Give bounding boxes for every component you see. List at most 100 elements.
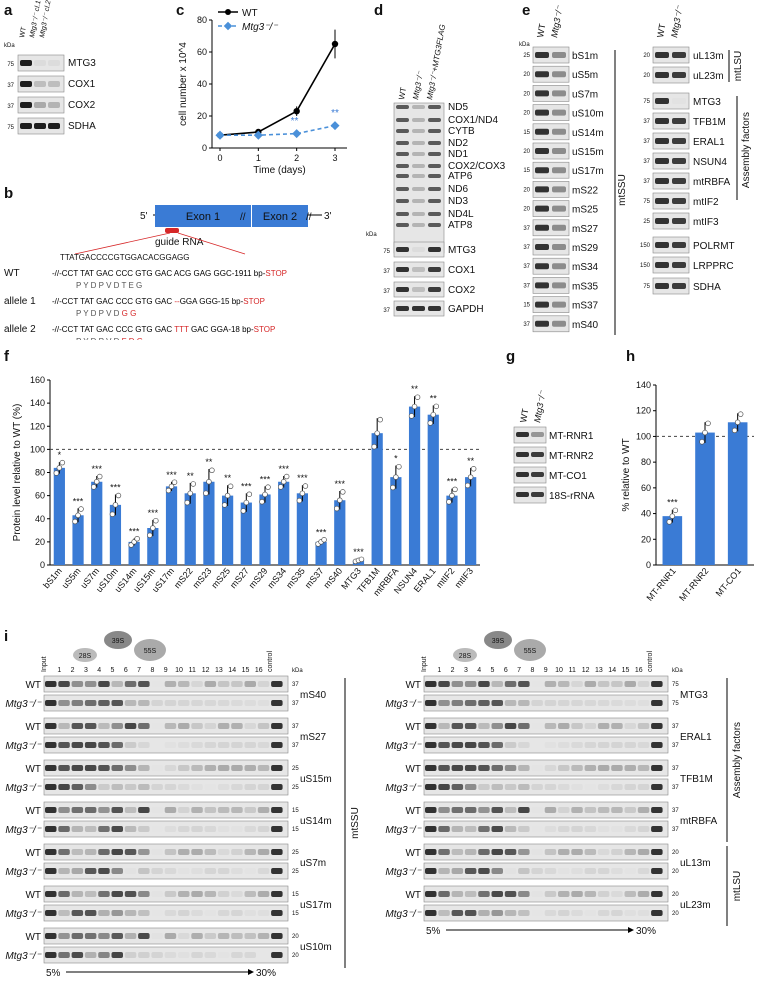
panel-i-kda-marker: 20 bbox=[672, 911, 679, 917]
panel-i-band bbox=[597, 681, 610, 687]
panel-f-replicate-point bbox=[78, 506, 84, 512]
panel-f-replicate-point bbox=[280, 479, 287, 485]
panel-i-band bbox=[111, 784, 123, 790]
panel-e-kda-marker: 20 bbox=[523, 149, 530, 155]
panel-i-band bbox=[58, 952, 70, 958]
panel-g-lane-label: WT bbox=[518, 407, 530, 423]
panel-i-band bbox=[84, 784, 97, 790]
panel-i-band bbox=[45, 765, 57, 771]
panel-d-lane-label: Mtg3⁻/⁻+MTG3FLAG bbox=[425, 24, 447, 101]
panel-i-kda-marker: 37 bbox=[292, 682, 299, 688]
panel-i-band bbox=[611, 700, 623, 706]
panel-i-band bbox=[257, 868, 270, 874]
panel-i-band bbox=[58, 910, 70, 916]
panel-d-band bbox=[412, 306, 425, 311]
panel-i-row-label: uS17m bbox=[300, 900, 332, 911]
panel-i-genotype-label: WT bbox=[405, 848, 421, 859]
panel-i-band bbox=[191, 784, 203, 790]
panel-i-band bbox=[138, 807, 150, 813]
panel-i-band bbox=[84, 765, 97, 771]
panel-i-band bbox=[544, 891, 557, 897]
panel-b-guide-sequence: TTATGACCCCGTGGACACGGAGG bbox=[60, 253, 189, 262]
panel-i-band bbox=[257, 849, 270, 855]
panel-i-band bbox=[204, 868, 217, 874]
panel-i-band bbox=[231, 700, 243, 706]
panel-e-kda-marker: 150 bbox=[640, 243, 651, 249]
panel-i-band bbox=[58, 826, 70, 832]
panel-i-band bbox=[98, 700, 110, 706]
panel-i-39s-shape bbox=[104, 631, 132, 649]
panel-i-band bbox=[204, 700, 217, 706]
panel-c-data-point bbox=[331, 40, 339, 48]
panel-i-band bbox=[518, 849, 530, 855]
panel-c-x-tick-label: 0 bbox=[217, 153, 222, 163]
panel-i-band bbox=[518, 910, 530, 916]
panel-f-significance: *** bbox=[316, 528, 327, 538]
panel-i-band bbox=[464, 765, 477, 771]
panel-i-band bbox=[257, 742, 270, 748]
panel-i-band bbox=[451, 742, 464, 748]
panel-f-replicate-point bbox=[184, 499, 190, 506]
panel-i-genotype-label: Mtg3⁻/⁻ bbox=[385, 909, 421, 920]
panel-i-band bbox=[518, 742, 530, 748]
panel-i-gradient-end: 30% bbox=[256, 968, 276, 979]
panel-e-band bbox=[655, 283, 669, 289]
panel-i-band bbox=[571, 723, 583, 729]
panel-i-band bbox=[464, 742, 477, 748]
panel-i-band bbox=[271, 765, 283, 771]
panel-d-kda-marker: 37 bbox=[383, 308, 390, 314]
panel-f-replicate-point bbox=[190, 481, 196, 487]
panel-e-band bbox=[535, 205, 549, 212]
panel-i-band bbox=[651, 723, 663, 729]
panel-i-band bbox=[244, 868, 256, 874]
panel-i-band bbox=[597, 868, 610, 874]
panel-f-x-tick-label: mS23 bbox=[191, 566, 214, 590]
panel-i-fraction-label: 16 bbox=[255, 667, 263, 674]
panel-i-band bbox=[438, 891, 450, 897]
panel-i-band bbox=[58, 868, 70, 874]
panel-f-replicate-point bbox=[302, 483, 309, 489]
panel-g-blot-strip bbox=[513, 426, 547, 444]
panel-i-band bbox=[84, 849, 97, 855]
panel-i-band bbox=[231, 723, 243, 729]
panel-b-letter: b bbox=[4, 185, 14, 202]
panel-d-translation-band bbox=[396, 199, 409, 203]
panel-g-band bbox=[531, 452, 544, 457]
panel-f-replicate-point bbox=[470, 466, 477, 472]
panel-i-band bbox=[464, 910, 477, 916]
panel-i-band bbox=[491, 807, 503, 813]
panel-i-band bbox=[124, 723, 137, 729]
panel-e-row-label: mS29 bbox=[572, 243, 599, 254]
panel-i-band bbox=[518, 891, 530, 897]
panel-i-band bbox=[571, 910, 583, 916]
panel-i-band bbox=[478, 807, 490, 813]
panel-i-band bbox=[611, 784, 623, 790]
panel-i-band bbox=[45, 952, 57, 958]
panel-i-band bbox=[124, 849, 137, 855]
panel-d-band bbox=[396, 247, 409, 252]
panel-e-row-label: ERAL1 bbox=[693, 137, 725, 148]
panel-i-band bbox=[244, 807, 256, 813]
panel-e-blot-strip bbox=[532, 85, 570, 102]
panel-i-fraction-label: 12 bbox=[202, 667, 210, 674]
panel-i-band bbox=[164, 765, 177, 771]
panel-f-x-tick-label: mtIF3 bbox=[453, 566, 475, 590]
panel-i-genotype-label: Mtg3⁻/⁻ bbox=[5, 699, 41, 710]
panel-h-y-label: % relative to WT bbox=[621, 438, 632, 511]
panel-f-replicate-point bbox=[277, 484, 284, 490]
panel-e-row-label: TFB1M bbox=[693, 117, 726, 128]
panel-i-band bbox=[178, 849, 190, 855]
panel-h-replicate-point bbox=[672, 507, 679, 514]
panel-e-band bbox=[552, 90, 566, 97]
panel-i-band bbox=[597, 723, 610, 729]
panel-i-band bbox=[71, 891, 84, 897]
panel-i-kda-marker: 37 bbox=[672, 766, 679, 772]
panel-i-band bbox=[271, 826, 283, 832]
panel-i-group-assembly: Assembly factors bbox=[732, 722, 743, 798]
panel-i-genotype-label: WT bbox=[25, 932, 41, 943]
panel-i-band bbox=[531, 742, 543, 748]
panel-i-band bbox=[637, 723, 650, 729]
panel-f-bar bbox=[184, 493, 196, 565]
panel-i-band bbox=[257, 891, 270, 897]
panel-h-bar-chart: 0 20 40 60 80 100 120 140 % relative to WT *** MT-… bbox=[621, 380, 754, 603]
